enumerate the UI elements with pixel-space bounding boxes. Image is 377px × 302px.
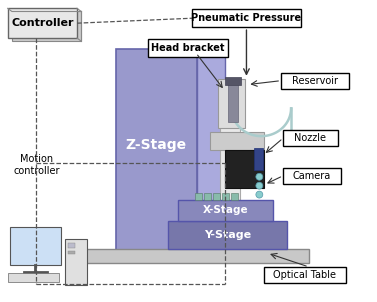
FancyBboxPatch shape	[65, 239, 87, 285]
FancyBboxPatch shape	[218, 79, 245, 128]
Circle shape	[256, 191, 263, 198]
Text: Head bracket: Head bracket	[151, 43, 225, 53]
FancyBboxPatch shape	[178, 200, 273, 221]
FancyBboxPatch shape	[281, 73, 348, 88]
FancyBboxPatch shape	[225, 150, 264, 188]
FancyBboxPatch shape	[12, 11, 81, 41]
FancyBboxPatch shape	[81, 249, 309, 263]
FancyBboxPatch shape	[283, 130, 338, 146]
Text: Motion
controller: Motion controller	[13, 154, 60, 176]
FancyBboxPatch shape	[192, 9, 301, 27]
Text: Y-Stage: Y-Stage	[204, 230, 251, 240]
Text: Controller: Controller	[11, 18, 74, 28]
Circle shape	[256, 182, 263, 189]
Text: Pneumatic Pressure: Pneumatic Pressure	[192, 13, 302, 23]
FancyBboxPatch shape	[228, 83, 238, 122]
FancyBboxPatch shape	[210, 132, 264, 150]
FancyBboxPatch shape	[68, 251, 75, 254]
FancyBboxPatch shape	[254, 148, 263, 170]
FancyBboxPatch shape	[264, 267, 346, 283]
FancyBboxPatch shape	[195, 193, 202, 200]
FancyBboxPatch shape	[10, 227, 61, 265]
Circle shape	[256, 173, 263, 180]
FancyBboxPatch shape	[8, 8, 77, 38]
FancyBboxPatch shape	[220, 81, 239, 210]
Text: Nozzle: Nozzle	[294, 133, 326, 143]
FancyBboxPatch shape	[8, 273, 59, 282]
FancyBboxPatch shape	[116, 49, 197, 257]
FancyBboxPatch shape	[283, 168, 340, 184]
FancyBboxPatch shape	[197, 49, 225, 257]
FancyBboxPatch shape	[168, 221, 287, 249]
Text: Camera: Camera	[293, 171, 331, 181]
FancyBboxPatch shape	[225, 77, 241, 85]
FancyBboxPatch shape	[222, 193, 228, 200]
Text: Reservoir: Reservoir	[292, 76, 338, 86]
Text: X-Stage: X-Stage	[203, 205, 248, 215]
FancyBboxPatch shape	[204, 193, 211, 200]
FancyBboxPatch shape	[68, 243, 75, 248]
Text: Optical Table: Optical Table	[273, 270, 336, 280]
FancyBboxPatch shape	[231, 193, 238, 200]
Text: Z-Stage: Z-Stage	[126, 138, 187, 152]
FancyBboxPatch shape	[149, 39, 228, 57]
FancyBboxPatch shape	[213, 193, 220, 200]
